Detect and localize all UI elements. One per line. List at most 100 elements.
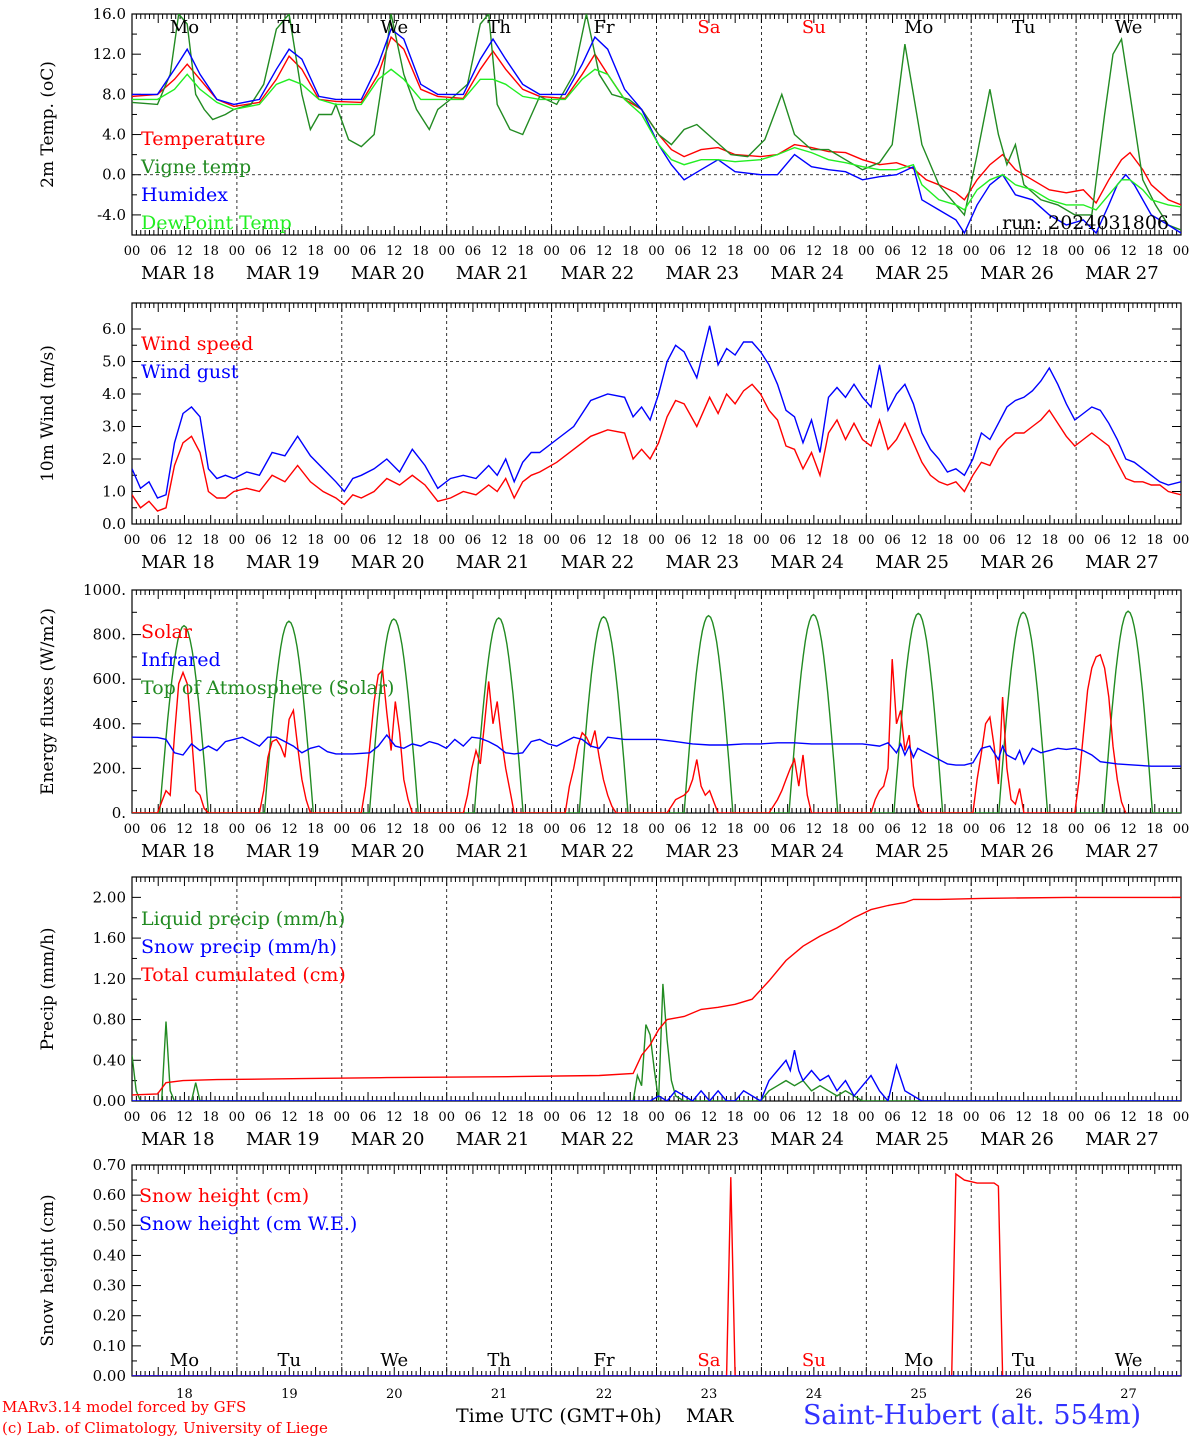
hour-label: 00 bbox=[543, 244, 560, 259]
hour-label: 00 bbox=[229, 533, 246, 548]
legend-entry: Vigne temp bbox=[140, 156, 251, 178]
hour-label: 06 bbox=[989, 822, 1006, 837]
legend-entry: Snow precip (mm/h) bbox=[141, 936, 337, 958]
hour-label: 12 bbox=[176, 533, 193, 548]
hour-label: 12 bbox=[701, 822, 718, 837]
hour-label: 00 bbox=[753, 1110, 770, 1125]
footer-lab-text: (c) Lab. of Climatology, University of L… bbox=[2, 1419, 328, 1437]
hour-label: 00 bbox=[753, 822, 770, 837]
y-tick-label: 800. bbox=[93, 626, 126, 644]
hour-label: 12 bbox=[281, 244, 298, 259]
hour-label: 18 bbox=[412, 1110, 429, 1125]
hour-label: 12 bbox=[806, 1110, 823, 1125]
hour-label: 12 bbox=[806, 533, 823, 548]
hour-label: 00 bbox=[1173, 244, 1190, 259]
hour-label: 06 bbox=[255, 244, 272, 259]
date-label: MAR 27 bbox=[1085, 552, 1159, 573]
hour-label: 12 bbox=[281, 1110, 298, 1125]
hour-label: 18 bbox=[517, 533, 534, 548]
hour-label: 12 bbox=[1120, 1110, 1137, 1125]
y-tick-label: 0.60 bbox=[93, 1186, 126, 1204]
hour-label: 18 bbox=[412, 822, 429, 837]
day-abbr-label: Mo bbox=[904, 17, 933, 38]
hour-label: 18 bbox=[832, 244, 849, 259]
hour-label: 06 bbox=[1094, 533, 1111, 548]
y-tick-label: 3.0 bbox=[102, 418, 126, 436]
day-abbr-label: Th bbox=[487, 1350, 511, 1371]
y-tick-label: 16.0 bbox=[93, 5, 126, 23]
day-number-label: 21 bbox=[491, 1387, 508, 1402]
hour-label: 12 bbox=[596, 244, 613, 259]
series-dewpoint-temp bbox=[132, 68, 1181, 211]
date-label: MAR 27 bbox=[1085, 841, 1159, 862]
date-label: MAR 19 bbox=[246, 1129, 320, 1150]
date-label: MAR 22 bbox=[561, 263, 635, 284]
day-number-label: 27 bbox=[1120, 1387, 1137, 1402]
x-axis-label: Time UTC (GMT+0h) bbox=[456, 1405, 662, 1427]
hour-label: 06 bbox=[150, 244, 167, 259]
hour-label: 00 bbox=[1173, 822, 1190, 837]
hour-label: 12 bbox=[386, 244, 403, 259]
date-label: MAR 24 bbox=[770, 1129, 844, 1150]
y-tick-label: 4.0 bbox=[102, 385, 126, 403]
day-abbr-label: Tu bbox=[278, 17, 302, 38]
hour-label: 06 bbox=[465, 533, 482, 548]
date-label: MAR 27 bbox=[1085, 263, 1159, 284]
hour-label: 00 bbox=[648, 533, 665, 548]
hour-label: 12 bbox=[491, 244, 508, 259]
hour-label: 18 bbox=[832, 533, 849, 548]
hour-label: 18 bbox=[1147, 533, 1164, 548]
hour-label: 00 bbox=[438, 822, 455, 837]
series-top-of-atmosphere-solar- bbox=[132, 610, 1181, 813]
hour-label: 06 bbox=[884, 1110, 901, 1125]
hour-label: 18 bbox=[517, 244, 534, 259]
hour-label: 06 bbox=[150, 533, 167, 548]
hour-label: 00 bbox=[963, 1110, 980, 1125]
day-abbr-label: Su bbox=[802, 17, 826, 38]
panel-3: 0. 200. 400. 600. 800. 1000. Energy fluxes (W/… bbox=[38, 581, 1189, 862]
hour-label: 18 bbox=[937, 822, 954, 837]
date-label: MAR 21 bbox=[456, 552, 530, 573]
hour-label: 00 bbox=[334, 1110, 351, 1125]
hour-label: 12 bbox=[1015, 1110, 1032, 1125]
hour-label: 06 bbox=[255, 822, 272, 837]
x-axis-month: MAR bbox=[686, 1405, 734, 1427]
hour-label: 18 bbox=[307, 533, 324, 548]
run-annotation: run: 2024031806 bbox=[1002, 212, 1169, 234]
y-tick-label: 0.0 bbox=[102, 515, 126, 533]
y-tick-label: 0.00 bbox=[93, 1367, 126, 1385]
hour-label: 06 bbox=[150, 822, 167, 837]
hour-label: 12 bbox=[806, 822, 823, 837]
panel-5: 0.00 0.10 0.20 0.30 0.40 0.50 0.60 0.70 Snow hei… bbox=[38, 1156, 1182, 1402]
hour-label: 06 bbox=[465, 244, 482, 259]
y-axis-label: Snow height (cm) bbox=[38, 1194, 58, 1346]
hour-label: 06 bbox=[360, 533, 377, 548]
date-label: MAR 26 bbox=[980, 552, 1054, 573]
hour-label: 12 bbox=[281, 533, 298, 548]
series-snow-height-cm- bbox=[132, 1172, 1181, 1376]
hour-label: 06 bbox=[779, 1110, 796, 1125]
hour-label: 12 bbox=[491, 1110, 508, 1125]
hour-label: 06 bbox=[465, 822, 482, 837]
y-tick-label: 0.80 bbox=[93, 1011, 126, 1029]
hour-label: 12 bbox=[386, 1110, 403, 1125]
hour-label: 00 bbox=[334, 822, 351, 837]
y-tick-label: 600. bbox=[93, 670, 126, 688]
hour-label: 18 bbox=[517, 822, 534, 837]
hour-label: 06 bbox=[989, 533, 1006, 548]
date-label: MAR 25 bbox=[875, 552, 949, 573]
hour-label: 18 bbox=[832, 1110, 849, 1125]
hour-label: 12 bbox=[1015, 822, 1032, 837]
hour-label: 06 bbox=[570, 822, 587, 837]
hour-label: 06 bbox=[674, 822, 691, 837]
hour-label: 18 bbox=[202, 244, 219, 259]
hour-label: 18 bbox=[517, 1110, 534, 1125]
legend-entry: Wind speed bbox=[141, 333, 253, 355]
hour-label: 00 bbox=[438, 533, 455, 548]
legend-entry: Infrared bbox=[141, 649, 221, 671]
panel-frame bbox=[131, 589, 1182, 814]
hour-label: 00 bbox=[1068, 1110, 1085, 1125]
y-tick-label: 0.00 bbox=[93, 1092, 126, 1110]
hour-label: 18 bbox=[622, 1110, 639, 1125]
